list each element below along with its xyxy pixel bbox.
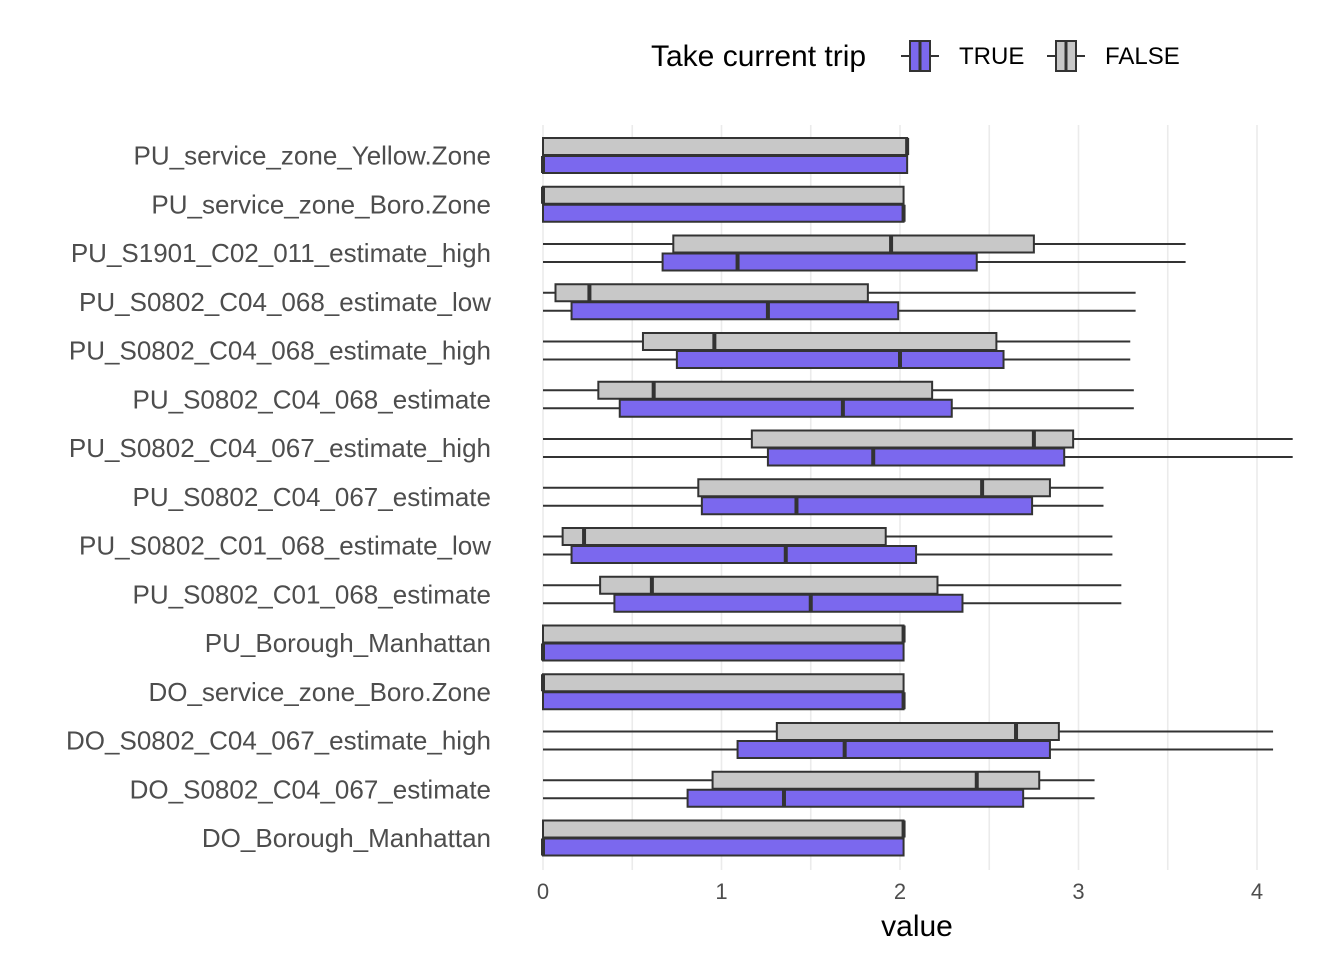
legend-key-true — [901, 40, 939, 72]
box-false — [543, 234, 1186, 254]
box-body — [686, 788, 1025, 808]
box-true — [543, 788, 1095, 808]
y-category-label: PU_service_zone_Yellow.Zone — [134, 141, 492, 171]
plot-boxes — [541, 137, 1293, 857]
y-category-label: PU_S0802_C01_068_estimate — [133, 579, 491, 609]
box-body — [700, 496, 1034, 516]
y-category-label: DO_S0802_C04_067_estimate_high — [66, 726, 491, 756]
y-category-label: DO_Borough_Manhattan — [202, 823, 491, 853]
x-tick-label: 1 — [715, 879, 727, 904]
box-false — [542, 137, 910, 156]
box-false — [543, 478, 1104, 498]
box-body — [750, 429, 1075, 449]
box-body — [542, 819, 905, 839]
box-body — [542, 155, 909, 174]
box-true — [543, 301, 1136, 321]
box-body — [672, 234, 1035, 254]
box-false — [543, 332, 1131, 351]
box-body — [554, 283, 869, 303]
y-category-label: PU_S0802_C04_067_estimate_high — [69, 433, 491, 463]
box-true — [541, 155, 909, 174]
box-body — [618, 398, 953, 418]
box-body — [661, 252, 978, 272]
box-body — [613, 593, 964, 613]
legend-label-false: FALSE — [1105, 43, 1180, 70]
y-category-label: PU_S0802_C04_068_estimate_low — [79, 287, 491, 317]
legend: Take current trip TRUE FALSE — [651, 40, 1180, 73]
box-body — [675, 350, 1005, 369]
box-body — [542, 203, 905, 223]
y-category-label: PU_Borough_Manhattan — [205, 628, 491, 658]
box-false — [543, 380, 1134, 400]
y-category-label: PU_S1901_C02_011_estimate_high — [71, 238, 491, 268]
box-true — [543, 447, 1293, 467]
box-false — [541, 673, 905, 693]
legend-key-false — [1047, 40, 1085, 72]
y-category-label: PU_S0802_C04_067_estimate — [133, 482, 491, 512]
box-false — [543, 283, 1136, 303]
y-axis-labels: PU_service_zone_Yellow.Zone PU_service_zo… — [66, 141, 491, 854]
box-true — [543, 593, 1122, 613]
box-body — [561, 527, 887, 546]
box-body — [697, 478, 1051, 498]
box-body — [542, 624, 905, 644]
box-true — [543, 740, 1274, 759]
box-true — [543, 496, 1104, 516]
box-body — [570, 301, 900, 321]
box-true — [541, 642, 905, 662]
x-tick-label: 4 — [1251, 879, 1263, 904]
box-body — [542, 642, 905, 662]
x-tick-label: 2 — [894, 879, 906, 904]
x-axis-title: value — [881, 910, 953, 943]
box-false — [543, 722, 1274, 741]
x-tick-label: 0 — [537, 879, 549, 904]
x-tick-label: 3 — [1072, 879, 1084, 904]
y-category-label: PU_service_zone_Boro.Zone — [151, 189, 491, 219]
box-body — [542, 673, 905, 693]
y-category-label: PU_S0802_C04_068_estimate_high — [69, 336, 491, 366]
box-true — [542, 691, 906, 711]
box-true — [543, 398, 1134, 418]
box-false — [541, 185, 905, 205]
box-true — [542, 203, 906, 223]
box-false — [542, 624, 906, 644]
legend-title: Take current trip — [651, 40, 866, 73]
box-true — [543, 252, 1186, 272]
y-category-label: DO_S0802_C04_067_estimate — [130, 774, 491, 804]
box-body — [597, 380, 934, 400]
box-true — [541, 837, 905, 857]
box-body — [542, 185, 905, 205]
box-body — [736, 740, 1051, 759]
box-false — [542, 819, 906, 839]
box-false — [543, 429, 1293, 449]
box-body — [542, 837, 905, 857]
box-true — [543, 350, 1131, 369]
box-body — [711, 770, 1041, 790]
legend-label-true: TRUE — [959, 43, 1024, 70]
box-body — [542, 137, 909, 156]
y-category-label: PU_S0802_C01_068_estimate_low — [79, 531, 491, 561]
box-body — [542, 691, 905, 711]
y-category-label: DO_service_zone_Boro.Zone — [148, 677, 491, 707]
box-body — [570, 545, 918, 564]
box-true — [543, 545, 1113, 564]
box-false — [543, 527, 1113, 546]
box-body — [641, 332, 998, 351]
box-false — [543, 770, 1095, 790]
box-body — [766, 447, 1066, 467]
x-axis-tick-labels: 0 1 2 3 4 — [537, 879, 1263, 904]
box-false — [543, 575, 1122, 595]
y-category-label: PU_S0802_C04_068_estimate — [133, 384, 491, 414]
